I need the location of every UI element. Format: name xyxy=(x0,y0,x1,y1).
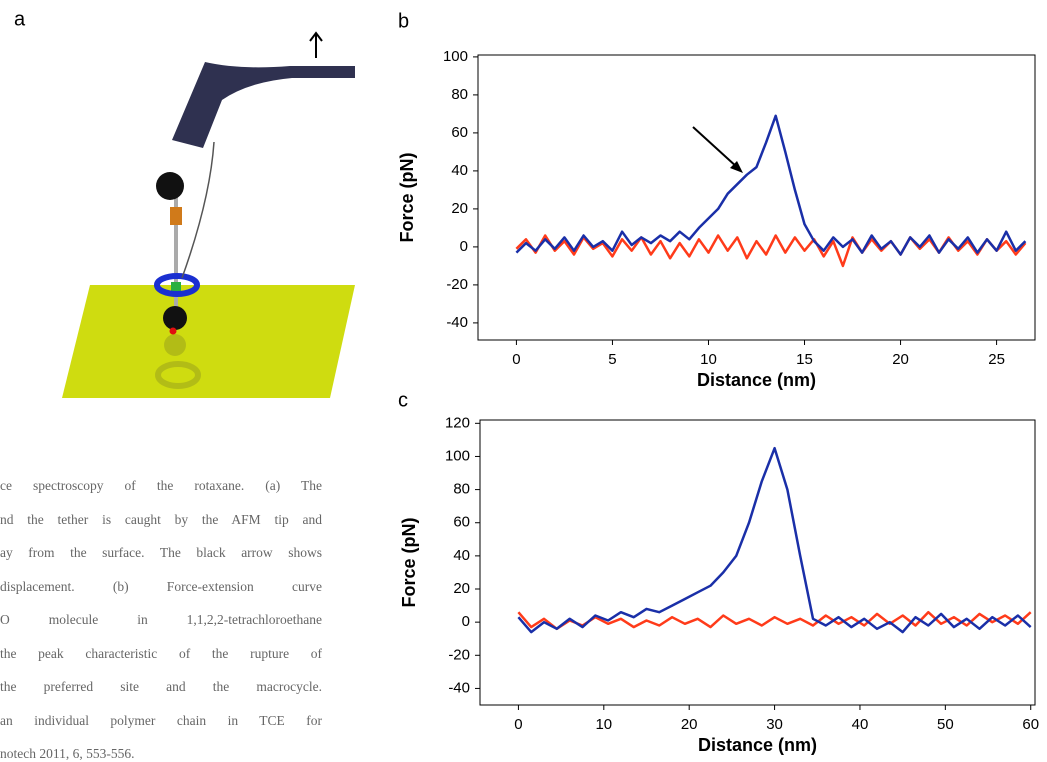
tether xyxy=(181,141,215,279)
y-axis-label: Force (pN) xyxy=(397,152,417,242)
x-tick-label: 60 xyxy=(1022,716,1039,733)
x-axis-label: Distance (nm) xyxy=(697,370,816,390)
cantilever xyxy=(172,62,355,148)
data-line xyxy=(517,446,1032,634)
data-line xyxy=(515,114,1027,256)
x-axis-label: Distance (nm) xyxy=(698,735,817,755)
caption-line: O molecule in 1,1,2,2-tetrachloroethane xyxy=(0,612,322,627)
arrow-head xyxy=(309,31,323,42)
anchor xyxy=(169,327,177,335)
illustration xyxy=(62,31,355,398)
reflection xyxy=(155,334,201,389)
y-tick-label: 40 xyxy=(451,162,468,179)
y-tick-label: 60 xyxy=(453,514,470,531)
caption-line: nd the tether is caught by the AFM tip a… xyxy=(0,511,322,527)
y-tick-label: 100 xyxy=(443,48,468,65)
plot-frame xyxy=(477,54,1036,341)
stopper xyxy=(170,207,182,225)
y-tick-label: 100 xyxy=(445,447,470,464)
x-tick-label: 25 xyxy=(988,351,1005,368)
y-tick-label: -40 xyxy=(448,679,470,696)
y-tick-label: 0 xyxy=(462,613,470,630)
ring xyxy=(154,273,200,297)
y-tick-label: -40 xyxy=(446,314,468,331)
panel-label: a xyxy=(14,8,26,30)
x-tick-label: 50 xyxy=(937,716,954,733)
caption-line: ce spectroscopy of the rotaxane. (a) The xyxy=(0,478,322,493)
panel-label: c xyxy=(398,389,408,411)
caption-line: displacement. (b) Force-extension curve xyxy=(0,578,322,594)
x-tick-label: 5 xyxy=(608,351,616,368)
surface xyxy=(62,285,355,398)
x-tick-label: 40 xyxy=(852,716,869,733)
x-tick-label: 30 xyxy=(766,716,783,733)
x-tick-label: 0 xyxy=(514,716,522,733)
peak-arrow xyxy=(692,126,743,173)
sphere xyxy=(163,306,187,330)
data-line xyxy=(517,610,1032,631)
x-tick-label: 10 xyxy=(595,716,612,733)
plot-frame xyxy=(479,419,1036,706)
x-tick-label: 10 xyxy=(700,351,717,368)
y-tick-label: 120 xyxy=(445,414,470,431)
y-tick-label: 40 xyxy=(453,547,470,564)
y-tick-label: 80 xyxy=(451,86,468,103)
y-tick-label: 80 xyxy=(453,481,470,498)
x-tick-label: 20 xyxy=(892,351,909,368)
caption-line: notech 2011, 6, 553-556. xyxy=(0,746,135,761)
x-tick-label: 15 xyxy=(796,351,813,368)
site xyxy=(171,282,181,292)
y-tick-label: 0 xyxy=(460,238,468,255)
caption-line: the peak characteristic of the rupture o… xyxy=(0,645,322,661)
y-tick-label: 60 xyxy=(451,124,468,141)
caption-line: the preferred site and the macrocycle. xyxy=(0,679,322,694)
caption-line: ay from the surface. The black arrow sho… xyxy=(0,545,322,560)
x-tick-label: 0 xyxy=(512,351,520,368)
panel-label: b xyxy=(398,10,409,32)
x-tick-label: 20 xyxy=(681,716,698,733)
y-tick-label: -20 xyxy=(448,646,470,663)
y-tick-label: 20 xyxy=(453,580,470,597)
y-axis-label: Force (pN) xyxy=(399,517,419,607)
caption-line: an individual polymer chain in TCE for xyxy=(0,712,322,728)
y-tick-label: -20 xyxy=(446,276,468,293)
y-tick-label: 20 xyxy=(451,200,468,217)
sphere xyxy=(156,172,184,200)
